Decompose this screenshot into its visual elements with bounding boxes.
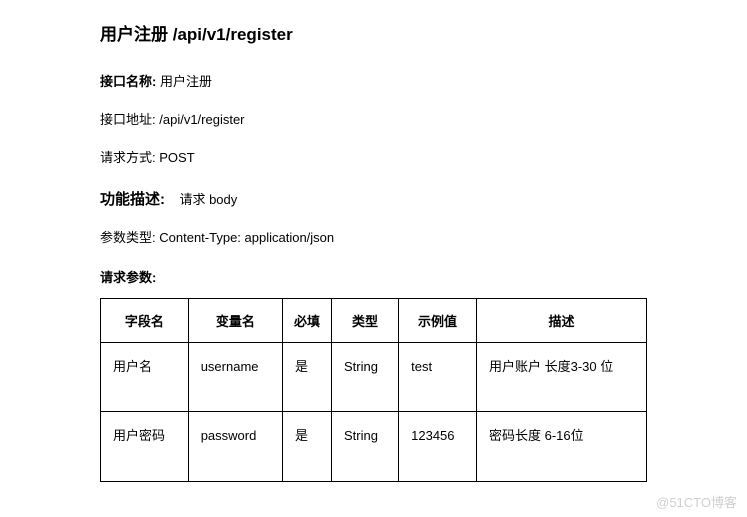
col-required: 必填	[283, 298, 332, 342]
value-function-description: 请求 body	[179, 192, 237, 207]
cell-description: 用户账户 长度3-30 位	[477, 342, 647, 412]
label-function-description: 功能描述:	[100, 191, 165, 208]
label-param-type: 参数类型:	[100, 230, 156, 245]
cell-type: String	[331, 412, 398, 482]
cell-field-name: 用户名	[101, 342, 189, 412]
meta-api-address: 接口地址: /api/v1/register	[100, 111, 647, 129]
value-request-method: POST	[159, 150, 194, 165]
label-api-address: 接口地址:	[100, 112, 156, 127]
cell-variable-name: password	[188, 412, 282, 482]
col-type: 类型	[331, 298, 398, 342]
cell-example: test	[399, 342, 477, 412]
watermark: @51CTO博客	[656, 492, 737, 511]
cell-type: String	[331, 342, 398, 412]
meta-api-name: 接口名称: 用户注册	[100, 73, 647, 91]
cell-variable-name: username	[188, 342, 282, 412]
label-request-method: 请求方式:	[100, 150, 156, 165]
col-description: 描述	[477, 298, 647, 342]
params-table: 字段名 变量名 必填 类型 示例值 描述 用户名 username 是 Stri…	[100, 298, 647, 482]
label-api-name: 接口名称:	[100, 74, 156, 89]
value-api-address: /api/v1/register	[159, 112, 244, 127]
value-api-name: 用户注册	[160, 74, 212, 89]
cell-required: 是	[283, 412, 332, 482]
cell-required: 是	[283, 342, 332, 412]
page-title: 用户注册 /api/v1/register	[100, 20, 647, 45]
table-header-row: 字段名 变量名 必填 类型 示例值 描述	[101, 298, 647, 342]
meta-param-type: 参数类型: Content-Type: application/json	[100, 229, 647, 247]
col-variable-name: 变量名	[188, 298, 282, 342]
col-example: 示例值	[399, 298, 477, 342]
table-row: 用户密码 password 是 String 123456 密码长度 6-16位	[101, 412, 647, 482]
table-row: 用户名 username 是 String test 用户账户 长度3-30 位	[101, 342, 647, 412]
label-request-params: 请求参数:	[100, 267, 647, 286]
section-function-description: 功能描述: 请求 body	[100, 188, 647, 209]
cell-example: 123456	[399, 412, 477, 482]
cell-description: 密码长度 6-16位	[477, 412, 647, 482]
meta-request-method: 请求方式: POST	[100, 149, 647, 167]
col-field-name: 字段名	[101, 298, 189, 342]
cell-field-name: 用户密码	[101, 412, 189, 482]
value-param-type: Content-Type: application/json	[159, 230, 334, 245]
